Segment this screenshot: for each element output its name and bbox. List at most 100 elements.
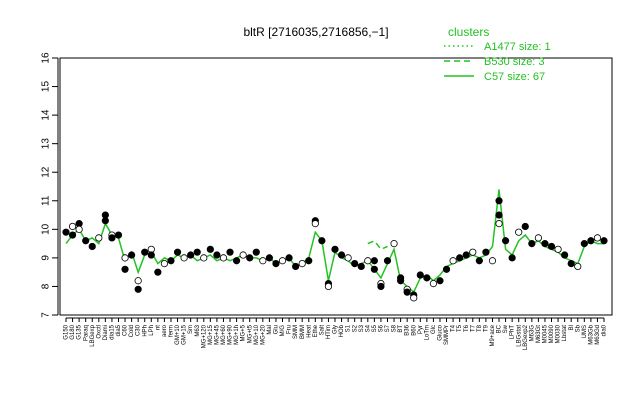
- x-tick-label: S4: [365, 324, 371, 332]
- x-tick-label: dia5: [116, 324, 122, 336]
- data-point: [541, 240, 549, 248]
- x-tick-label: LBGexp2: [523, 324, 529, 350]
- data-point: [403, 288, 411, 296]
- data-point: [482, 248, 490, 256]
- x-tick-label: Bl: [569, 325, 575, 330]
- y-tick-label: 8: [41, 283, 52, 289]
- legend-label: B530 size: 3: [484, 56, 545, 68]
- data-point: [147, 251, 155, 259]
- data-point: [508, 254, 516, 262]
- x-tick-label: T4: [451, 324, 457, 332]
- x-tick-label: LBGexp: [90, 324, 96, 346]
- plot-frame: [59, 57, 613, 316]
- x-tick-label: S6: [379, 324, 385, 332]
- data-point: [567, 259, 575, 268]
- data-point: [515, 228, 523, 236]
- data-point: [534, 234, 542, 242]
- x-tick-label: G150: [64, 324, 70, 339]
- x-tick-label: M0045: [543, 324, 549, 343]
- x-tick-label: LPh: [149, 325, 155, 336]
- data-point: [154, 268, 162, 276]
- x-tick-label: T6: [464, 324, 470, 332]
- series-lines: [65, 189, 604, 294]
- data-point: [298, 259, 306, 268]
- data-point: [239, 251, 247, 259]
- data-point: [141, 248, 149, 256]
- data-points: [62, 197, 608, 302]
- x-tick-label: S5: [372, 324, 378, 332]
- x-tick-label: M63Gb: [588, 324, 594, 344]
- data-point: [600, 237, 608, 245]
- x-tick-label: GM+15: [182, 324, 188, 345]
- data-point: [423, 274, 431, 282]
- data-point: [501, 237, 510, 245]
- data-point: [495, 211, 503, 219]
- x-tick-label: UMS: [582, 325, 588, 338]
- x-tick-label: HTim: [326, 325, 332, 339]
- data-point: [134, 277, 142, 285]
- data-point: [593, 234, 602, 242]
- x-tick-label: Fru: [287, 325, 293, 334]
- x-tick-label: Sw: [503, 324, 509, 333]
- x-tick-label: SMM: [293, 325, 299, 339]
- x-tick-label: BT: [398, 325, 404, 333]
- data-point: [449, 257, 457, 265]
- x-tick-label: MG+45: [214, 324, 220, 345]
- y-tick-label: 14: [41, 109, 52, 121]
- data-point: [416, 271, 424, 279]
- data-point: [213, 251, 221, 259]
- legend-title: clusters: [448, 25, 489, 39]
- x-tick-label: LPhT: [510, 325, 516, 340]
- x-tick-label: M0030: [556, 324, 562, 343]
- x-tick-label: SMMPr: [444, 325, 450, 345]
- data-point: [475, 257, 483, 265]
- x-tick-label: B36: [405, 324, 411, 335]
- data-point: [370, 257, 378, 265]
- y-ticks: 7 8 9 10 11 12 13 14 15 16: [41, 52, 58, 318]
- data-point: [561, 251, 569, 259]
- data-point: [75, 225, 83, 233]
- data-point: [121, 265, 129, 273]
- x-tick-label: Gluco: [438, 324, 444, 340]
- data-point: [193, 248, 201, 256]
- x-tick-label: MG+t5: [247, 324, 253, 343]
- x-tick-label: Oxctl: [96, 325, 102, 339]
- data-point: [173, 248, 182, 256]
- x-tick-label: B60: [411, 324, 417, 335]
- x-tick-label: GM+10: [175, 324, 181, 345]
- data-point: [495, 220, 503, 228]
- data-point: [121, 254, 129, 262]
- x-tick-label: Sb: [575, 324, 581, 332]
- data-point: [246, 254, 254, 262]
- y-tick-label: 10: [41, 223, 52, 235]
- x-tick-label: MG+120: [201, 324, 207, 348]
- x-tick-label: Gly: [333, 325, 339, 334]
- x-tick-label: Glu: [274, 325, 280, 334]
- x-tick-label: Glc: [431, 325, 437, 334]
- data-point: [68, 231, 77, 239]
- x-tick-label: Pyr: [418, 325, 424, 334]
- x-tick-label: HOb: [339, 324, 345, 337]
- x-tick-label: LBGstat: [516, 325, 522, 347]
- data-point: [187, 251, 195, 259]
- data-point: [232, 257, 241, 265]
- x-tick-label: T7: [470, 324, 476, 332]
- x-tick-label: MG+20: [260, 324, 266, 345]
- data-point: [200, 254, 208, 262]
- x-tick-label: Mal: [267, 325, 273, 335]
- data-point: [587, 237, 595, 245]
- x-tick-label: S3: [359, 324, 365, 332]
- x-tick-label: Diami: [103, 325, 109, 340]
- data-point: [521, 222, 529, 231]
- data-point: [278, 257, 287, 265]
- data-point: [305, 257, 313, 265]
- data-point: [442, 265, 451, 273]
- x-tick-label: dia0: [602, 324, 608, 336]
- data-point: [128, 251, 136, 259]
- data-point: [397, 274, 405, 282]
- data-point: [337, 251, 346, 259]
- x-tick-label: G180: [70, 324, 76, 339]
- data-point: [265, 254, 273, 262]
- x-tick-label: Salt: [319, 325, 325, 336]
